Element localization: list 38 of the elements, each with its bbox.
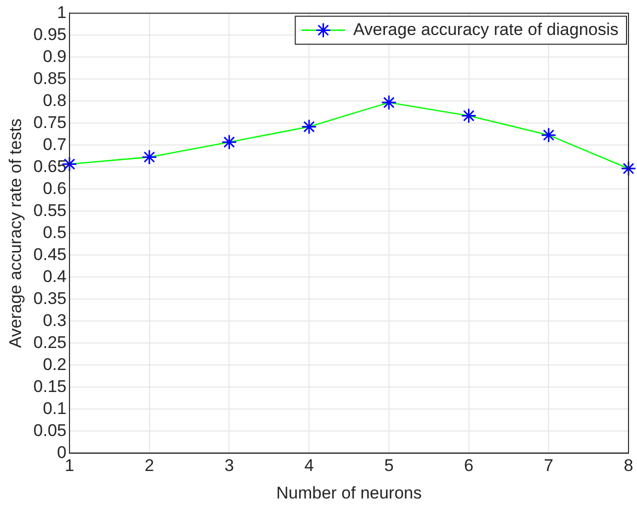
x-tick-label: 5	[384, 456, 394, 476]
y-tick-label: 0.4	[42, 266, 66, 286]
x-tick-label: 6	[464, 456, 474, 476]
y-tick-label: 0.8	[42, 90, 66, 110]
y-tick-label: 0.1	[42, 398, 66, 418]
y-tick-label: 0.3	[42, 310, 66, 330]
x-axis-title: Number of neurons	[276, 483, 422, 502]
x-tick-label: 4	[304, 456, 314, 476]
x-tick-label: 2	[144, 456, 154, 476]
y-tick-label: 0.55	[33, 200, 66, 220]
y-tick-label: 0	[57, 442, 66, 462]
y-tick-label: 0.05	[33, 420, 66, 440]
point	[221, 134, 237, 150]
y-tick-label: 0.6	[42, 178, 66, 198]
y-tick-label: 0.7	[42, 134, 66, 154]
y-tick-label: 0.2	[42, 354, 66, 374]
y-tick-label: 0.25	[33, 332, 66, 352]
y-tick-label: 0.15	[33, 376, 66, 396]
y-tick-label: 0.85	[33, 68, 66, 88]
point	[301, 118, 317, 134]
point	[540, 127, 556, 143]
x-tick-label: 7	[544, 456, 554, 476]
point	[142, 149, 158, 165]
point	[620, 160, 636, 176]
y-axis-title: Average accuracy rate of tests	[6, 118, 25, 348]
y-tick-label: 0.35	[33, 288, 66, 308]
y-tick-label: 0.45	[33, 244, 66, 264]
point	[461, 108, 477, 124]
y-tick-label: 0.5	[42, 222, 66, 242]
x-tick-label: 3	[224, 456, 234, 476]
legend-label: Average accuracy rate of diagnosis	[353, 20, 619, 39]
y-tick-label: 0.75	[33, 112, 66, 132]
y-tick-label: 0.9	[42, 46, 66, 66]
y-tick-label: 1	[57, 2, 66, 22]
y-tick-label: 0.65	[33, 156, 66, 176]
x-tick-label: 8	[624, 456, 634, 476]
point	[381, 94, 397, 110]
y-tick-label: 0.95	[33, 24, 66, 44]
